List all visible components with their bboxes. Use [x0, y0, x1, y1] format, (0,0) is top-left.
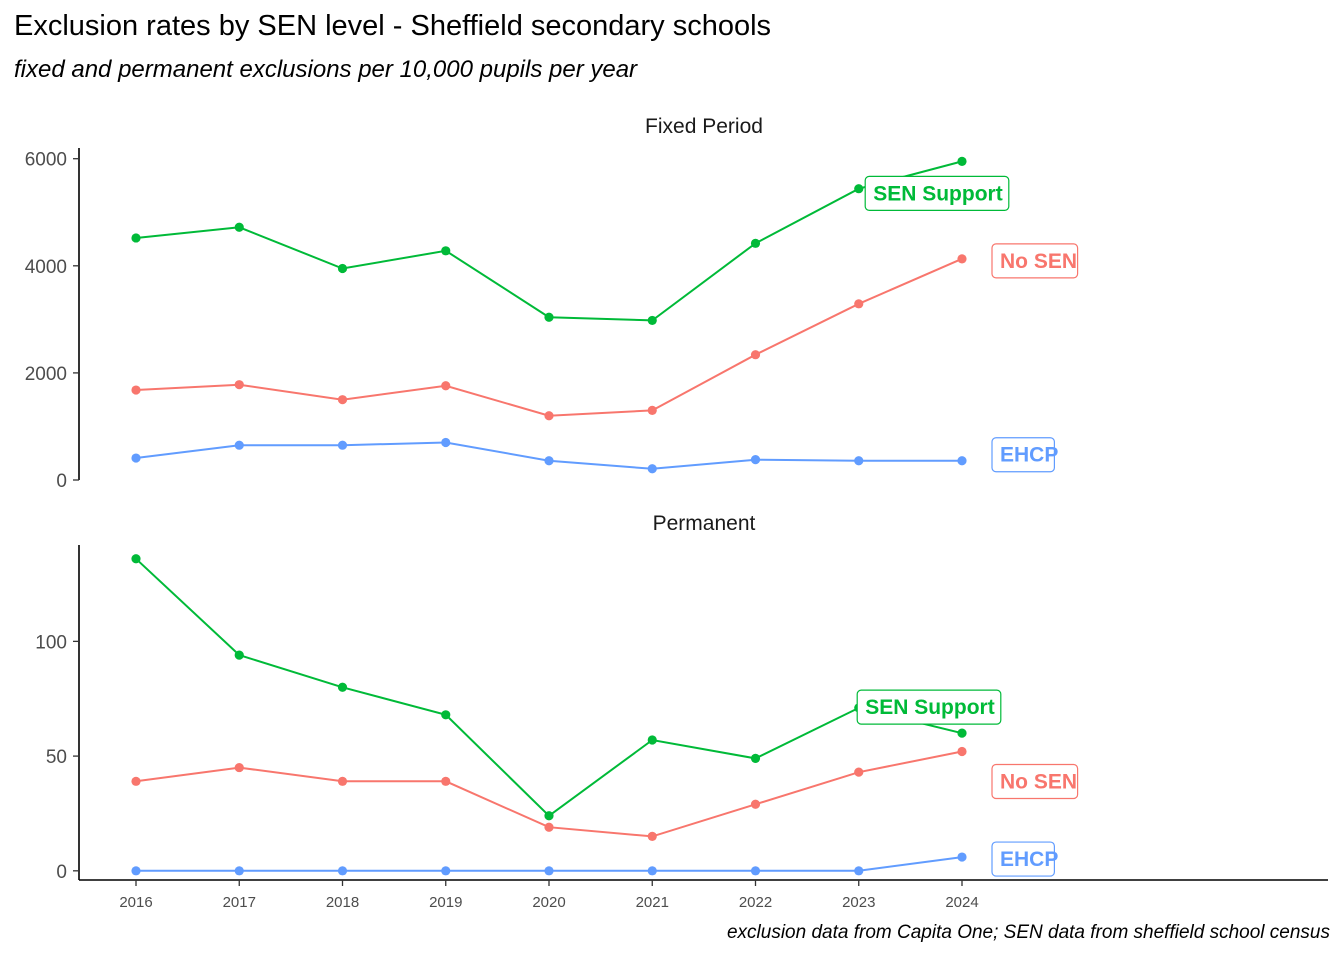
data-point-sen-support	[957, 728, 967, 738]
series-label-sen-support: SEN Support	[856, 689, 1002, 725]
series-label-text: No SEN	[1000, 250, 1077, 273]
x-axis: 2016 2017 2018 2019 2020 2021 2022 2023 2024	[79, 879, 1328, 911]
data-point-sen-support	[441, 246, 451, 256]
data-point-sen-support	[337, 263, 348, 274]
panel-title: Permanent	[653, 512, 756, 535]
series-label-no-sen: No SEN	[991, 243, 1079, 279]
series-line-sen-support	[135, 558, 963, 818]
data-point-no-sen	[131, 385, 141, 395]
data-point-no-sen	[750, 350, 761, 360]
data-point-sen-support	[854, 184, 864, 194]
x-tick-label: 2024	[945, 894, 978, 911]
data-point-sen-support	[957, 156, 967, 166]
series-label-box	[991, 841, 1056, 877]
series-label-text: SEN Support	[873, 182, 1003, 205]
series-label-ehcp: EHCP	[991, 437, 1058, 473]
series-label-box	[864, 175, 1010, 211]
series-label-sen-support: SEN Support	[864, 175, 1010, 211]
data-point-no-sen	[131, 776, 141, 786]
series-label-text: SEN Support	[865, 696, 995, 719]
y-tick-label: 4000	[25, 257, 67, 278]
data-point-no-sen	[544, 411, 554, 421]
data-point-ehcp	[337, 866, 348, 876]
data-point-ehcp	[647, 866, 657, 876]
data-point-ehcp	[544, 866, 554, 876]
data-point-ehcp	[131, 453, 141, 463]
x-tick-label: 2017	[223, 894, 256, 911]
data-point-sen-support	[544, 811, 554, 821]
chart-caption: exclusion data from Capita One; SEN data…	[726, 922, 1330, 943]
data-point-ehcp	[647, 464, 657, 474]
chart-title: Exclusion rates by SEN level - Sheffield…	[14, 10, 772, 42]
data-point-sen-support	[234, 222, 244, 232]
data-point-sen-support	[647, 315, 657, 326]
data-point-ehcp	[234, 866, 244, 876]
series-label-no-sen: No SEN	[991, 763, 1079, 800]
data-point-no-sen	[544, 822, 554, 832]
y-tick-label: 0	[56, 471, 67, 492]
y-tick-label: 6000	[25, 150, 67, 171]
chart-subtitle: fixed and permanent exclusions per 10,00…	[14, 56, 638, 83]
panel-permanent: Permanent 0 50 100 SEN Support No SEN EHCP	[35, 512, 1079, 883]
data-point-ehcp	[131, 866, 141, 876]
data-point-ehcp	[750, 866, 761, 876]
series-label-box	[991, 763, 1079, 800]
data-point-ehcp	[854, 866, 864, 876]
data-point-ehcp	[441, 866, 451, 876]
series-label-text: EHCP	[1000, 444, 1058, 467]
data-point-ehcp	[441, 437, 451, 448]
data-point-no-sen	[647, 405, 657, 415]
data-point-ehcp	[750, 455, 761, 465]
x-tick-label: 2016	[119, 894, 152, 911]
x-tick-label: 2022	[739, 894, 772, 911]
series-line-sen-support	[135, 160, 963, 322]
data-point-no-sen	[441, 381, 451, 391]
data-point-sen-support	[234, 650, 244, 660]
data-point-sen-support	[750, 753, 761, 763]
y-tick-label: 0	[56, 862, 67, 883]
y-tick-label: 2000	[25, 364, 67, 385]
data-point-sen-support	[441, 710, 451, 720]
data-point-sen-support	[131, 233, 141, 243]
x-tick-label: 2021	[636, 894, 669, 911]
data-point-no-sen	[854, 767, 864, 777]
data-point-ehcp	[957, 852, 967, 862]
series-label-text: No SEN	[1000, 771, 1077, 794]
series-label-box	[856, 689, 1002, 725]
y-tick-label: 50	[46, 747, 67, 768]
data-point-ehcp	[337, 440, 348, 450]
x-tick-label: 2020	[532, 894, 565, 911]
data-point-no-sen	[234, 762, 244, 773]
data-point-no-sen	[957, 746, 967, 757]
data-point-no-sen	[441, 776, 451, 786]
panel-title: Fixed Period	[645, 115, 763, 138]
data-point-no-sen	[957, 254, 967, 264]
data-point-no-sen	[337, 776, 348, 786]
y-tick-label: 100	[35, 632, 67, 653]
x-tick-label: 2019	[429, 894, 462, 911]
data-point-no-sen	[750, 799, 761, 809]
data-point-sen-support	[647, 735, 657, 745]
data-point-sen-support	[131, 554, 141, 564]
x-tick-label: 2023	[842, 894, 875, 911]
series-label-box	[991, 437, 1056, 473]
data-point-sen-support	[544, 312, 554, 322]
data-point-no-sen	[337, 395, 348, 405]
data-point-no-sen	[234, 380, 244, 390]
series-line-no-sen	[135, 257, 963, 417]
series-label-text: EHCP	[1000, 848, 1058, 871]
series-label-box	[991, 243, 1079, 279]
data-point-sen-support	[337, 682, 348, 692]
data-point-sen-support	[750, 238, 761, 248]
x-tick-label: 2018	[326, 894, 359, 911]
data-point-ehcp	[234, 440, 244, 450]
data-point-ehcp	[544, 456, 554, 466]
data-point-no-sen	[854, 299, 864, 309]
panel-fixed-period: Fixed Period 0 2000 4000 6000 SEN Support No S…	[25, 115, 1079, 492]
data-point-ehcp	[854, 456, 864, 466]
data-point-no-sen	[647, 831, 657, 842]
series-label-ehcp: EHCP	[991, 841, 1058, 877]
data-point-ehcp	[957, 456, 967, 466]
